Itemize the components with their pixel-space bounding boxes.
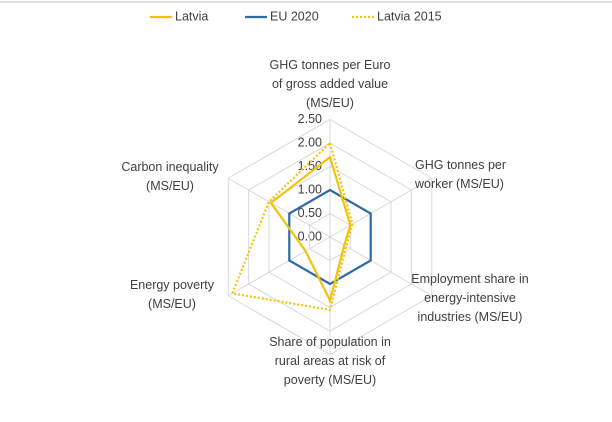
spoke xyxy=(227,236,331,297)
r-tick-label: 2.00 xyxy=(298,135,322,149)
series-line xyxy=(269,155,352,304)
legend-label: Latvia xyxy=(175,9,208,23)
legend-label: EU 2020 xyxy=(270,9,319,23)
spoke xyxy=(329,236,433,297)
category-label: Energy poverty (MS/EU) xyxy=(130,278,215,311)
category-label: Employment share in energy-intensive indus… xyxy=(411,272,528,324)
category-label: Carbon inequality (MS/EU) xyxy=(121,160,219,193)
spoke xyxy=(329,177,433,238)
r-tick-label: 1.00 xyxy=(298,182,322,196)
r-tick-label: 0.50 xyxy=(298,206,322,220)
category-label: GHG tonnes per worker (MS/EU) xyxy=(414,158,506,191)
r-tick-label: 2.50 xyxy=(298,112,322,126)
category-label: GHG tonnes per Euro of gross added value(… xyxy=(270,58,391,110)
spoke xyxy=(227,177,331,238)
category-label: Share of population in rural areas at ris… xyxy=(269,335,391,387)
series-line xyxy=(288,188,372,286)
series-line xyxy=(230,140,354,312)
legend-label: Latvia 2015 xyxy=(377,9,442,23)
